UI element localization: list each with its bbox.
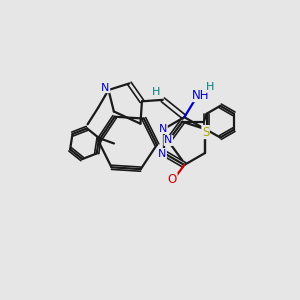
Text: S: S bbox=[202, 126, 209, 139]
Text: O: O bbox=[168, 173, 177, 186]
Text: NH: NH bbox=[192, 88, 210, 102]
Text: H: H bbox=[206, 82, 214, 92]
Text: N: N bbox=[164, 135, 172, 146]
Text: N: N bbox=[101, 82, 110, 93]
Text: N: N bbox=[158, 148, 166, 159]
Text: H: H bbox=[152, 87, 160, 98]
Text: N: N bbox=[159, 124, 167, 134]
